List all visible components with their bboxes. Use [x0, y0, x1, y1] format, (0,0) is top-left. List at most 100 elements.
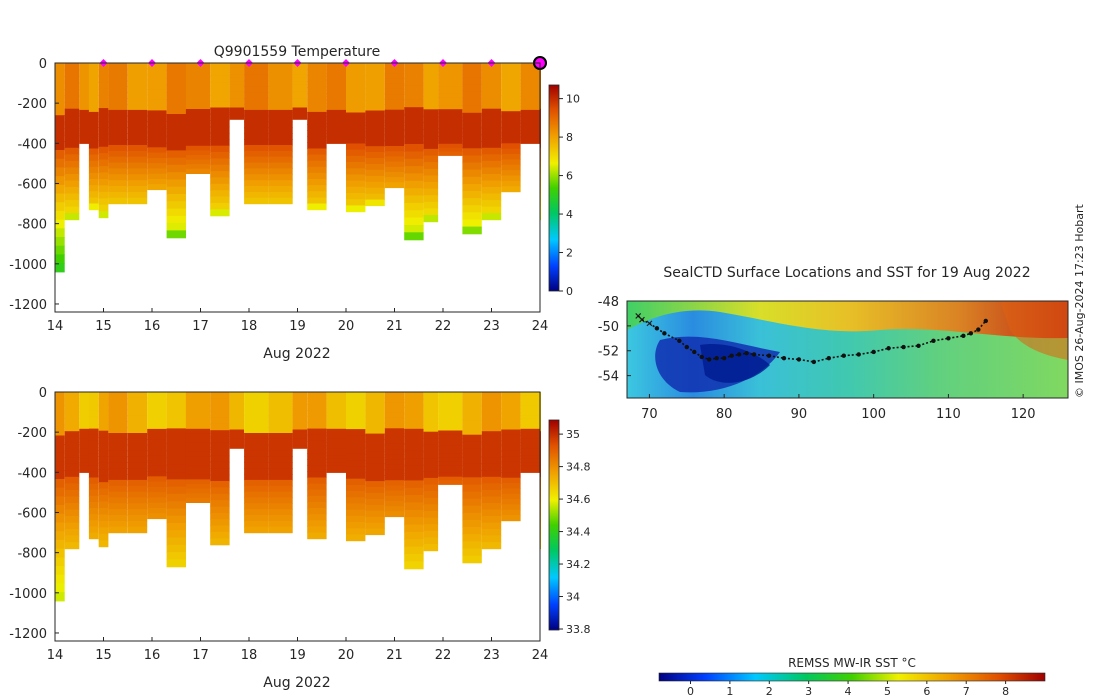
section-cell — [481, 476, 502, 484]
section-cell — [98, 140, 109, 148]
section-cell — [346, 515, 366, 523]
section-cell — [438, 449, 463, 455]
section-cell — [462, 512, 482, 521]
section-cell — [438, 89, 463, 95]
x-tick-label: 23 — [483, 648, 500, 663]
section-cell — [292, 109, 308, 113]
section-cell — [365, 86, 385, 94]
section-cell — [384, 480, 405, 486]
section-cell — [127, 68, 148, 76]
section-cell — [127, 197, 148, 205]
section-cell — [326, 455, 346, 460]
section-cell — [88, 447, 99, 454]
section-cell — [88, 501, 99, 509]
section-cell — [210, 417, 230, 425]
section-cell — [384, 78, 405, 85]
section-cell — [55, 583, 65, 593]
section-cell — [462, 413, 482, 421]
section-cell — [210, 132, 230, 140]
section-cell — [229, 429, 245, 433]
section-cell — [384, 120, 405, 126]
section-cell — [244, 421, 269, 428]
section-cell — [292, 410, 308, 414]
section-cell — [365, 498, 385, 506]
section-cell — [481, 141, 502, 149]
section-cell — [210, 506, 230, 514]
section-cell — [292, 406, 308, 409]
section-cell — [326, 106, 346, 111]
temperature-section-panel: Q9901559 Temperature 14 15 16 17 18 19 20 21 22 2… — [9, 44, 580, 362]
section-cell — [462, 91, 482, 100]
section-cell — [88, 477, 99, 485]
section-cell — [404, 524, 424, 533]
section-cell — [147, 492, 167, 499]
section-cell — [244, 86, 269, 93]
section-cell — [520, 93, 540, 97]
section-cell — [79, 136, 89, 141]
section-cell — [268, 104, 293, 111]
section-cell — [127, 409, 148, 417]
section-cell — [438, 120, 463, 126]
section-cell — [79, 113, 89, 118]
section-cell — [307, 148, 327, 156]
sst-map-panel: SealCTD Surface Locations and SST for 19… — [598, 265, 1069, 422]
section-cell — [292, 441, 308, 445]
section-cell — [79, 99, 89, 104]
section-cell — [404, 210, 424, 219]
section-cell — [501, 186, 521, 193]
section-cell — [64, 141, 80, 149]
section-cell — [462, 212, 482, 220]
section-cell — [64, 470, 80, 478]
section-cell — [404, 517, 424, 526]
section-cell — [501, 504, 521, 511]
x-tick-label: 23 — [483, 319, 500, 334]
section-cell — [384, 177, 405, 183]
section-cell — [268, 520, 293, 528]
section-cell — [404, 70, 424, 79]
section-cell — [98, 108, 109, 116]
section-cell — [438, 82, 463, 87]
section-cell — [147, 89, 167, 96]
section-cell — [326, 465, 346, 470]
section-cell — [462, 420, 482, 429]
section-cell — [79, 465, 89, 470]
track-segment — [888, 346, 904, 350]
section-cell — [79, 116, 89, 121]
section-cell — [98, 437, 109, 445]
section-cell — [55, 479, 65, 489]
section-cell — [346, 447, 366, 455]
section-cell — [229, 399, 245, 402]
section-cell — [210, 177, 230, 185]
section-cell — [423, 201, 439, 209]
section-cell — [501, 429, 521, 436]
section-cell — [64, 115, 80, 123]
section-cell — [365, 457, 385, 464]
track-segment — [783, 357, 799, 361]
section-cell — [423, 76, 439, 84]
section-cell — [166, 428, 186, 437]
section-cell — [307, 520, 327, 527]
section-cell — [185, 159, 211, 165]
section-cell — [88, 93, 99, 101]
section-cell — [127, 468, 148, 475]
colorbar-tick-label: 4 — [566, 208, 573, 221]
y-tick-label: -400 — [17, 466, 47, 481]
section-cell — [229, 422, 245, 426]
section-cell — [64, 418, 80, 426]
section-cell — [185, 474, 211, 480]
section-cell — [244, 497, 269, 504]
section-cell — [462, 98, 482, 107]
section-cell — [501, 116, 521, 123]
section-cell — [88, 69, 99, 76]
section-cell — [244, 409, 269, 417]
section-cell — [108, 145, 128, 152]
section-cell — [166, 537, 186, 546]
section-cell — [244, 63, 269, 70]
section-cell — [326, 113, 346, 118]
section-cell — [481, 470, 502, 478]
section-cell — [346, 453, 366, 461]
section-cell — [88, 471, 99, 479]
section-cell — [481, 398, 502, 406]
section-cell — [292, 81, 308, 85]
section-cell — [79, 412, 89, 416]
